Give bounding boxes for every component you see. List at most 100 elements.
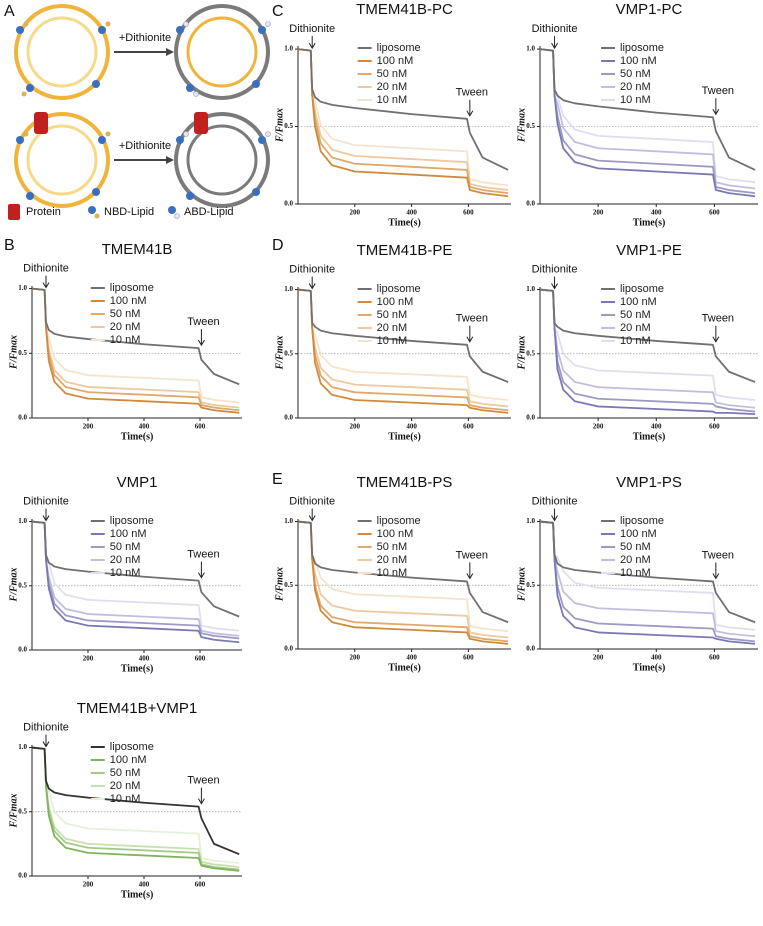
legend-label: 50 nM [110,541,141,553]
y-tick-label: 1.0 [284,517,293,525]
annotation-arrowhead [466,573,474,580]
annotation: Tween [187,549,219,561]
legend-label: NBD-Lipid [104,206,154,218]
chart-title: TMEM41B-PS [357,474,453,491]
y-tick-label: 0.5 [284,581,293,589]
chart-title: VMP1-PC [616,1,683,18]
legend-label: 100 nM [110,295,147,307]
annotation-arrowhead [308,42,316,50]
x-axis-label: Time(s) [633,431,666,442]
annotation: Tween [456,313,488,325]
y-axis-label: F/Fmax [8,568,19,603]
chart-title: VMP1-PE [616,242,682,259]
y-tick-label: 0.5 [18,807,27,815]
y-tick-label: 1.0 [18,284,27,292]
legend-label: 50 nM [377,541,408,553]
chart-title: VMP1 [117,474,158,491]
x-axis-label: Time(s) [121,889,154,900]
y-axis-label: F/Fmax [516,108,527,143]
annotation: Dithionite [289,263,335,275]
series-line [31,287,240,386]
annotation-arrowhead [197,339,205,347]
series-line [539,48,756,171]
x-axis-label: Time(s) [388,662,421,673]
y-tick-label: 0.5 [18,581,27,589]
x-axis-label: Time(s) [633,662,666,673]
y-tick-label: 0.5 [526,581,535,589]
series-line [297,288,509,383]
x-axis-label: Time(s) [388,431,421,442]
x-tick-label: 600 [463,654,474,662]
annotation-arrowhead [551,42,558,50]
annotation: Tween [702,313,734,325]
legend-label: 20 nM [620,322,651,334]
y-tick-label: 0.0 [284,200,293,208]
annotation: Tween [187,316,219,328]
annotation: Dithionite [532,263,578,275]
legend-label: 10 nM [110,334,141,346]
y-axis-label: F/Fmax [8,794,19,829]
legend-label: liposome [620,515,664,527]
y-tick-label: 0.0 [526,200,535,208]
y-tick-label: 1.0 [526,45,535,53]
annotation-arrowhead [197,572,205,579]
panel-label: C [272,3,284,20]
legend-label: Protein [26,206,61,218]
y-tick-label: 0.5 [18,349,27,357]
annotation-arrowhead [42,282,50,289]
annotation: Dithionite [23,262,69,274]
annotation-arrowhead [308,515,316,522]
chart-title: VMP1-PS [616,474,682,491]
annotation: Dithionite [289,495,335,507]
chart-title: TMEM41B+VMP1 [77,700,197,717]
x-tick-label: 200 [593,209,604,217]
y-axis-label: F/Fmax [8,335,19,370]
legend-label: 20 nM [377,81,408,93]
legend-label: liposome [110,282,154,294]
y-tick-label: 0.0 [526,645,535,653]
chart-title: TMEM41B-PC [356,1,453,18]
annotation-arrowhead [466,336,474,343]
chart-title: TMEM41B [102,241,173,258]
panel-label: B [4,237,15,254]
y-tick-label: 0.0 [284,645,293,653]
y-axis-label: F/Fmax [516,567,527,602]
x-axis-label: Time(s) [388,217,421,228]
annotation: Tween [702,549,734,561]
annotation: Dithionite [23,495,69,507]
legend-label: 10 nM [620,94,651,106]
legend-label: 10 nM [377,335,408,347]
legend-label: liposome [110,741,154,753]
annotation: Dithionite [289,23,335,35]
annotation-arrowhead [466,110,474,117]
series-line [31,520,240,618]
legend-label: 100 nM [620,55,657,67]
panel-label: D [272,237,284,254]
annotation-arrowhead [712,336,720,343]
x-tick-label: 600 [709,423,720,431]
legend-label: 50 nM [110,767,141,779]
x-tick-label: 200 [83,881,94,889]
annotation-arrowhead [42,515,50,522]
x-tick-label: 200 [593,654,604,662]
x-tick-label: 200 [350,654,361,662]
x-axis-label: Time(s) [121,663,154,674]
x-tick-label: 400 [651,654,662,662]
x-tick-label: 400 [139,655,150,663]
legend-label: 50 nM [377,68,408,80]
legend-label: liposome [110,515,154,527]
diagram [8,4,271,220]
x-tick-label: 400 [651,209,662,217]
x-tick-label: 200 [83,423,94,431]
y-tick-label: 1.0 [526,285,535,293]
panel-label: E [272,471,283,488]
legend-label: 20 nM [377,554,408,566]
annotation: Dithionite [23,721,69,733]
legend-label: 10 nM [620,335,651,347]
x-tick-label: 400 [139,423,150,431]
y-tick-label: 0.0 [526,414,535,422]
x-tick-label: 600 [463,423,474,431]
x-axis-label: Time(s) [121,431,154,442]
y-tick-label: 1.0 [284,285,293,293]
